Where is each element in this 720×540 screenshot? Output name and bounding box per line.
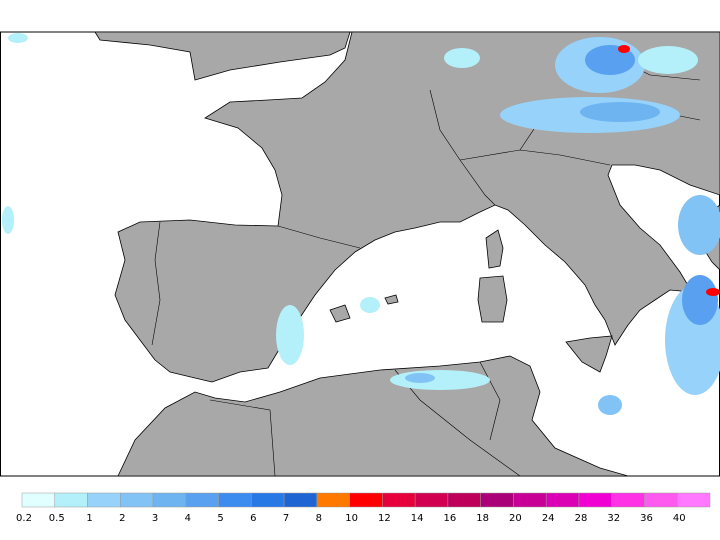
precip-area [360, 297, 380, 313]
color-bar-label: 0.5 [49, 513, 65, 524]
color-bar-label: 7 [283, 513, 289, 524]
color-swatch [120, 492, 154, 508]
color-bar-label: 40 [673, 513, 686, 524]
color-swatch [578, 492, 612, 508]
precip-area [390, 370, 490, 390]
color-swatch [316, 492, 350, 508]
corsica [485, 229, 504, 269]
color-swatch [545, 492, 580, 508]
color-swatch [382, 492, 416, 508]
precip-area [598, 395, 622, 415]
color-bar-label: 10 [345, 513, 358, 524]
color-bar-label: 28 [575, 513, 588, 524]
britain [94, 31, 351, 81]
color-bar-label: 5 [217, 513, 223, 524]
color-bar-label: 8 [316, 513, 322, 524]
precip-area [706, 288, 720, 296]
color-swatch [644, 492, 678, 508]
north-africa [117, 355, 629, 477]
color-bar-label: 12 [378, 513, 391, 524]
color-swatch [480, 492, 514, 508]
color-bar-label: 20 [509, 513, 522, 524]
precip-area [580, 102, 660, 122]
precip-area [618, 45, 630, 53]
color-swatch [513, 492, 547, 508]
color-bar-label: 2 [119, 513, 125, 524]
color-swatch [611, 492, 645, 508]
color-bar: 0.2 0.5 1 2 3 4 5 6 7 8 10 12 14 16 18 20 24 28 32 36 40 [16, 492, 711, 524]
precip-area [8, 33, 28, 43]
precip-area [678, 195, 720, 255]
precip-area [405, 373, 435, 383]
color-bar-label: 24 [542, 513, 555, 524]
color-swatch [185, 492, 219, 508]
color-bar-label: 14 [411, 513, 424, 524]
color-swatch [21, 492, 56, 508]
map [0, 31, 720, 477]
color-bar-label: 0.2 [16, 513, 32, 524]
sardinia [477, 275, 508, 323]
color-swatch [54, 492, 88, 508]
color-bar-label: 32 [607, 513, 620, 524]
color-swatch [447, 492, 481, 508]
precip-area [444, 48, 480, 68]
color-swatch [87, 492, 121, 508]
color-bar-label: 6 [250, 513, 256, 524]
color-swatch [251, 492, 285, 508]
color-bar-label: 36 [640, 513, 653, 524]
color-swatch [218, 492, 252, 508]
sicily [565, 335, 613, 373]
color-swatch [676, 492, 711, 508]
color-swatch [283, 492, 318, 508]
color-bar-label: 4 [185, 513, 191, 524]
menorca [384, 294, 399, 305]
precip-area [638, 46, 698, 74]
precipitation [2, 33, 720, 415]
color-bar-label: 3 [152, 513, 158, 524]
mallorca [329, 304, 351, 323]
color-bar-label: 16 [444, 513, 457, 524]
color-bar-label: 18 [476, 513, 489, 524]
color-swatch [349, 492, 383, 508]
color-swatch [152, 492, 187, 508]
precip-area [276, 305, 304, 365]
precip-area [682, 275, 718, 325]
precip-area [2, 206, 14, 234]
color-bar-label: 1 [86, 513, 92, 524]
color-swatch [414, 492, 449, 508]
